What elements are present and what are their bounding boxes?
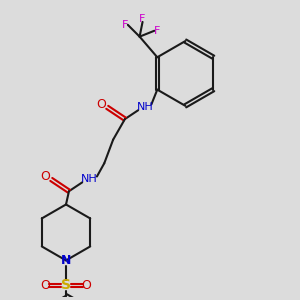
- Text: F: F: [154, 26, 161, 36]
- Text: F: F: [140, 14, 146, 24]
- Text: O: O: [40, 170, 50, 183]
- Text: O: O: [96, 98, 106, 111]
- Text: N: N: [61, 254, 71, 267]
- Text: F: F: [122, 20, 128, 30]
- Text: NH: NH: [137, 102, 154, 112]
- Text: S: S: [61, 278, 71, 292]
- Text: O: O: [82, 279, 92, 292]
- Text: O: O: [40, 279, 50, 292]
- Text: NH: NH: [81, 174, 98, 184]
